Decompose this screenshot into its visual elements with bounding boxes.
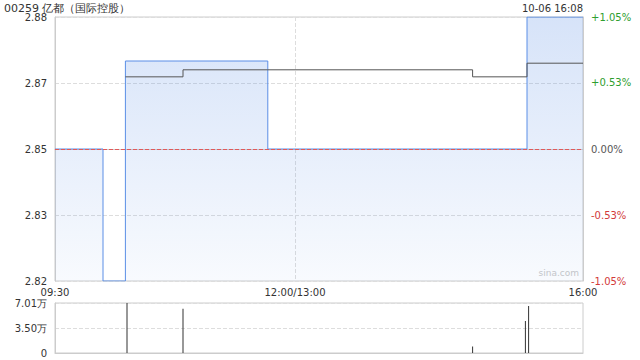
svg-text:12:00/13:00: 12:00/13:00 [264, 287, 325, 298]
svg-text:2.88: 2.88 [25, 12, 47, 23]
svg-text:2.85: 2.85 [25, 144, 47, 155]
svg-text:2.82: 2.82 [25, 276, 47, 287]
svg-text:10-06 16:08: 10-06 16:08 [522, 3, 583, 14]
svg-text:7.01万: 7.01万 [15, 298, 47, 309]
svg-text:09:30: 09:30 [41, 287, 70, 298]
svg-text:+1.05%: +1.05% [591, 12, 631, 23]
svg-text:+0.53%: +0.53% [591, 77, 631, 88]
svg-text:00259 亿都（国际控股）: 00259 亿都（国际控股） [4, 2, 131, 15]
svg-text:-0.53%: -0.53% [591, 210, 626, 221]
svg-text:0.00%: 0.00% [591, 144, 623, 155]
svg-text:-1.05%: -1.05% [591, 276, 626, 287]
svg-text:16:00: 16:00 [569, 287, 598, 298]
svg-text:3.50万: 3.50万 [15, 323, 47, 334]
svg-text:2.87: 2.87 [25, 78, 47, 89]
svg-text:2.83: 2.83 [25, 210, 47, 221]
svg-text:0: 0 [41, 348, 47, 359]
